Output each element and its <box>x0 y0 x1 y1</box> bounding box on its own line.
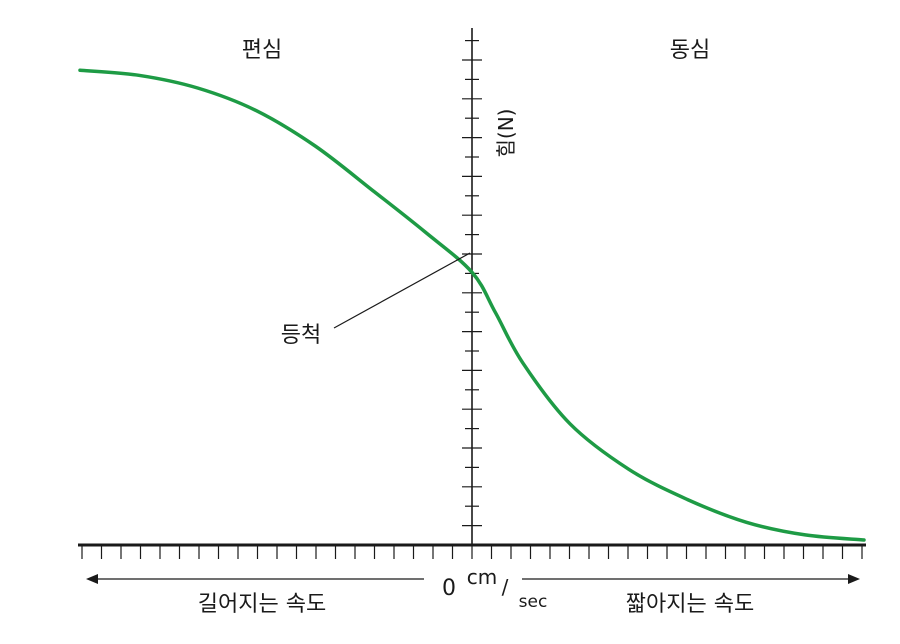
unit-numerator: cm <box>467 565 497 589</box>
origin-label: 0 <box>442 576 456 601</box>
shortening-arrow-head <box>848 574 860 584</box>
force-velocity-curve <box>78 68 866 542</box>
isometric-leader-line <box>333 252 471 329</box>
lengthening-speed-label: 길어지는 속도 <box>198 592 326 617</box>
isometric-label: 등척 <box>281 323 321 348</box>
eccentric-label: 편심 <box>242 38 282 63</box>
force-axis-label: 힘(N) <box>494 109 518 158</box>
lengthening-arrow-head <box>86 574 98 584</box>
unit-denominator: sec <box>519 592 548 612</box>
unit-separator: / <box>502 575 509 599</box>
horizontal-axis-ticks <box>81 545 863 559</box>
concentric-label: 동심 <box>670 38 710 63</box>
shortening-speed-label: 짧아지는 속도 <box>626 592 754 617</box>
